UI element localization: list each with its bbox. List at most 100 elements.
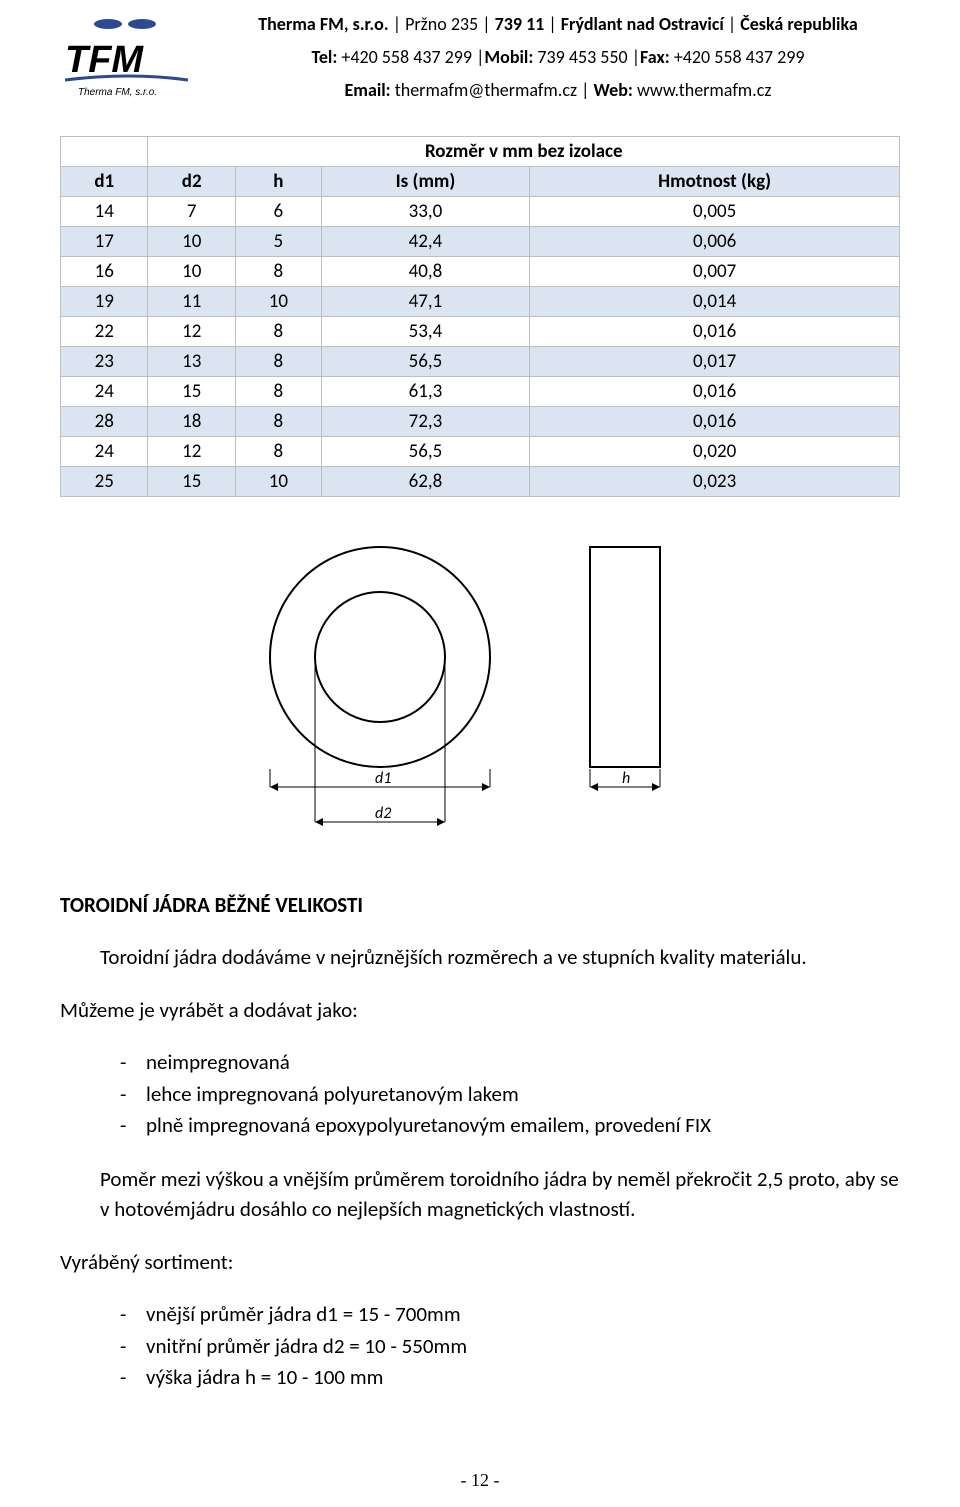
section-assort-label: Vyráběný sortiment: [60,1247,900,1277]
table-header-row: d1 d2 h Is (mm) Hmotnost (kg) [61,167,900,197]
table-cell: 10 [148,227,235,257]
table-cell: 18 [148,407,235,437]
options-list: neimpregnovaná lehce impregnovaná polyur… [120,1047,900,1142]
list-item: výška jádra h = 10 - 100 mm [120,1362,900,1394]
table-row: 2415861,30,016 [61,377,900,407]
table-cell: 25 [61,467,148,497]
document-header: TFM Therma FM, s.r.o. Therma FM, s.r.o. … [60,10,900,108]
addr-part: 739 11 [495,13,545,35]
table-row: 1610840,80,007 [61,257,900,287]
table-cell: 22 [61,317,148,347]
table-cell: 56,5 [321,347,529,377]
table-cell: 0,016 [530,407,900,437]
table-cell: 61,3 [321,377,529,407]
toroid-diagram: d1 d2 h [220,537,740,842]
header-line-3: Email: thermafm@thermafm.cz | Web: www.t… [216,76,900,105]
diagram-h-label: h [622,769,630,788]
table-title: Rozměr v mm bez izolace [148,137,900,167]
fax-value: +420 558 437 299 [674,46,805,68]
list-item: vnitřní průměr jádra d2 = 10 - 550mm [120,1331,900,1363]
table-row: 2412856,50,020 [61,437,900,467]
table-cell: 8 [235,257,321,287]
section-ratio: Poměr mezi výškou a vnějším průměrem tor… [100,1164,900,1225]
table-cell: 28 [61,407,148,437]
page-number: - 12 - [0,1470,960,1491]
header-line-1: Therma FM, s.r.o. | Pržno 235 | 739 11 |… [216,10,900,39]
table-cell: 10 [148,257,235,287]
table-cell: 72,3 [321,407,529,437]
table-row: 19111047,10,014 [61,287,900,317]
diagram-d2-label: d2 [375,804,391,823]
table-row: 147633,00,005 [61,197,900,227]
section-title: TOROIDNÍ JÁDRA BĚŽNÉ VELIKOSTI [60,892,900,918]
table-cell: 10 [235,467,321,497]
tel-value: +420 558 437 299 [341,46,472,68]
table-cell: 42,4 [321,227,529,257]
table-cell: 14 [61,197,148,227]
dimensions-table: Rozměr v mm bez izolace d1 d2 h Is (mm) … [60,136,900,497]
list-item: plně impregnovaná epoxypolyuretanovým em… [120,1110,900,1142]
table-cell: 15 [148,467,235,497]
table-cell: 53,4 [321,317,529,347]
table-row: 1710542,40,006 [61,227,900,257]
email-label: Email: [345,79,391,101]
table-cell: 8 [235,407,321,437]
col-is: Is (mm) [321,167,529,197]
section-can-make: Můžeme je vyrábět a dodávat jako: [60,995,900,1025]
table-cell: 7 [148,197,235,227]
fax-label: Fax: [640,46,670,68]
list-item: neimpregnovaná [120,1047,900,1079]
mobil-value: 739 453 550 [537,46,627,68]
table-cell: 8 [235,317,321,347]
col-h: h [235,167,321,197]
table-row: 2818872,30,016 [61,407,900,437]
section-intro: Toroidní jádra dodáváme v nejrůznějších … [100,942,900,972]
mobil-label: Mobil: [484,46,533,68]
table-cell: 0,020 [530,437,900,467]
table-cell: 12 [148,317,235,347]
email-value: thermafm@thermafm.cz [395,79,577,101]
table-corner [61,137,148,167]
table-cell: 5 [235,227,321,257]
table-cell: 23 [61,347,148,377]
table-cell: 10 [235,287,321,317]
table-cell: 13 [148,347,235,377]
header-line-2: Tel: +420 558 437 299 |Mobil: 739 453 55… [216,43,900,72]
table-cell: 62,8 [321,467,529,497]
table-row: 25151062,80,023 [61,467,900,497]
table-cell: 12 [148,437,235,467]
diagram-d1-label: d1 [375,769,391,788]
company-name: Therma FM, s.r.o. [258,13,388,35]
table-cell: 0,016 [530,377,900,407]
addr-part: Frýdlant nad Ostravicí [561,13,724,35]
svg-text:Therma FM, s.r.o.: Therma FM, s.r.o. [78,87,157,98]
table-cell: 19 [61,287,148,317]
list-item: vnější průměr jádra d1 = 15 - 700mm [120,1299,900,1331]
table-cell: 8 [235,377,321,407]
table-row: 2212853,40,016 [61,317,900,347]
table-cell: 56,5 [321,437,529,467]
assortment-list: vnější průměr jádra d1 = 15 - 700mm vnit… [120,1299,900,1394]
header-contact-block: Therma FM, s.r.o. | Pržno 235 | 739 11 |… [216,10,900,108]
table-cell: 6 [235,197,321,227]
col-d1: d1 [61,167,148,197]
table-cell: 0,023 [530,467,900,497]
table-cell: 24 [61,437,148,467]
table-cell: 8 [235,347,321,377]
table-row: 2313856,50,017 [61,347,900,377]
tel-label: Tel: [312,46,338,68]
table-cell: 33,0 [321,197,529,227]
table-cell: 40,8 [321,257,529,287]
addr-part: Pržno 235 [405,13,478,35]
table-cell: 16 [61,257,148,287]
table-cell: 0,005 [530,197,900,227]
table-cell: 0,006 [530,227,900,257]
table-cell: 0,016 [530,317,900,347]
web-value: www.thermafm.cz [637,79,772,101]
col-d2: d2 [148,167,235,197]
table-cell: 15 [148,377,235,407]
table-cell: 0,007 [530,257,900,287]
table-cell: 0,017 [530,347,900,377]
company-logo: TFM Therma FM, s.r.o. [60,10,200,100]
table-cell: 8 [235,437,321,467]
